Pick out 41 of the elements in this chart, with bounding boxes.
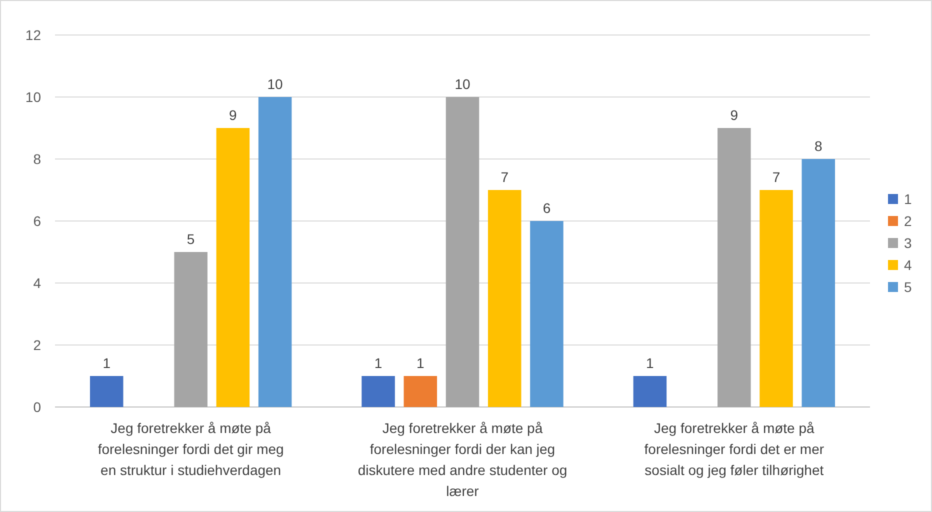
bar: [404, 376, 438, 407]
bar: [633, 376, 667, 407]
x-tick-label: Jeg foretrekker å møte på forelesninger fordi der kan jeg diskutere med andre studenter og lærer: [358, 420, 568, 499]
bar: [174, 252, 208, 407]
data-label: 8: [814, 138, 822, 154]
data-label: 9: [730, 107, 738, 123]
data-label: 7: [500, 169, 509, 185]
y-tick-label: 0: [33, 399, 42, 415]
legend-label: 4: [904, 257, 912, 273]
data-label: 6: [542, 200, 551, 216]
bar: [446, 97, 480, 407]
x-tick-label: Jeg foretrekker å møte på forelesninger fordi det er mer sosialt og jeg føler tilhørighet: [644, 420, 824, 478]
legend-label: 5: [904, 279, 912, 295]
y-tick-label: 4: [33, 275, 42, 291]
bar: [362, 376, 395, 407]
y-tick-label: 10: [25, 89, 42, 105]
legend-label: 1: [904, 191, 912, 207]
bar: [258, 97, 292, 407]
data-label: 10: [454, 76, 470, 92]
x-tick-label: Jeg foretrekker å møte på forelesninger fordi det gir meg en struktur i studiehverdagen: [98, 420, 284, 478]
bar: [760, 190, 793, 407]
data-label: 1: [416, 355, 424, 371]
y-tick-label: 2: [33, 337, 42, 353]
bar: [90, 376, 124, 407]
data-label: 1: [374, 355, 382, 371]
y-tick-label: 8: [33, 151, 42, 167]
data-label: 5: [186, 231, 195, 247]
bar: [802, 159, 836, 407]
legend-label: 3: [904, 235, 912, 251]
data-label: 1: [102, 355, 111, 371]
bar: [216, 128, 250, 407]
data-label: 1: [646, 355, 654, 371]
bar: [488, 190, 522, 407]
bar: [718, 128, 751, 407]
bar: [530, 221, 564, 407]
data-label: 10: [267, 76, 284, 92]
data-label: 9: [229, 107, 238, 123]
data-label: 7: [772, 169, 780, 185]
y-tick-label: 12: [25, 27, 42, 43]
legend-label: 2: [904, 213, 912, 229]
y-tick-label: 6: [33, 213, 42, 229]
